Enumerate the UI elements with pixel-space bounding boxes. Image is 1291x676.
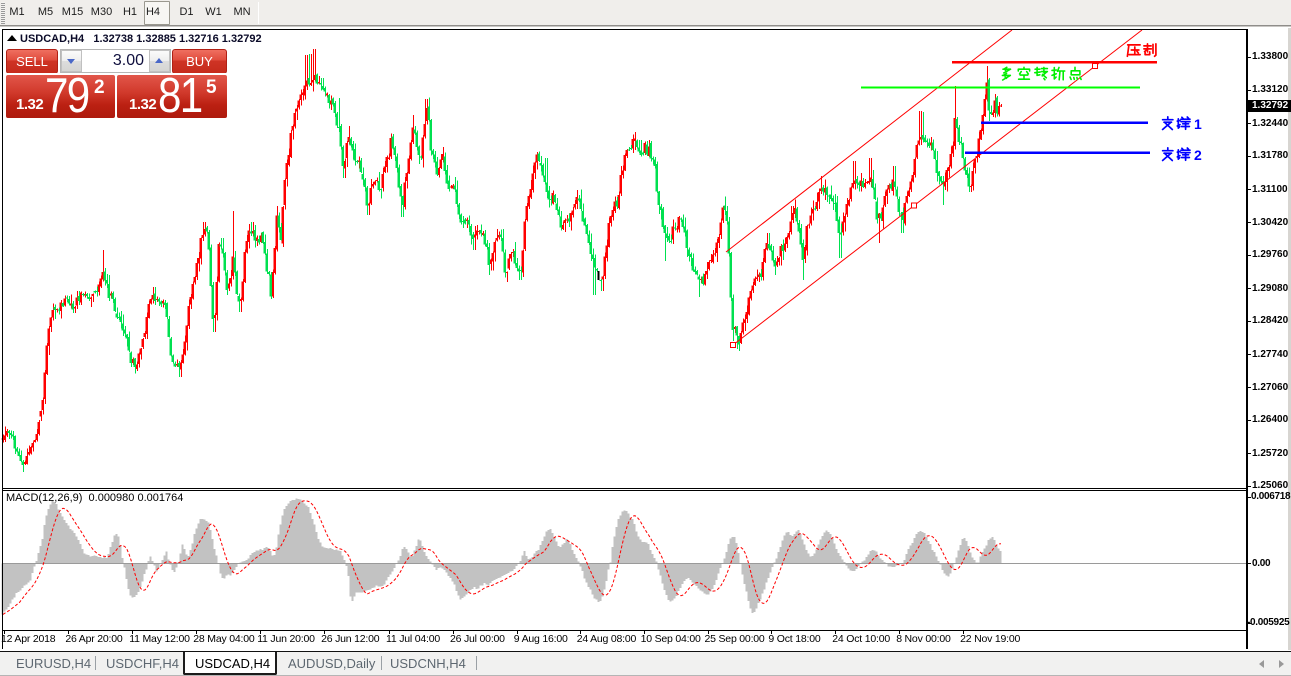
svg-text:2: 2: [1194, 147, 1202, 163]
svg-text:1: 1: [1194, 116, 1202, 132]
